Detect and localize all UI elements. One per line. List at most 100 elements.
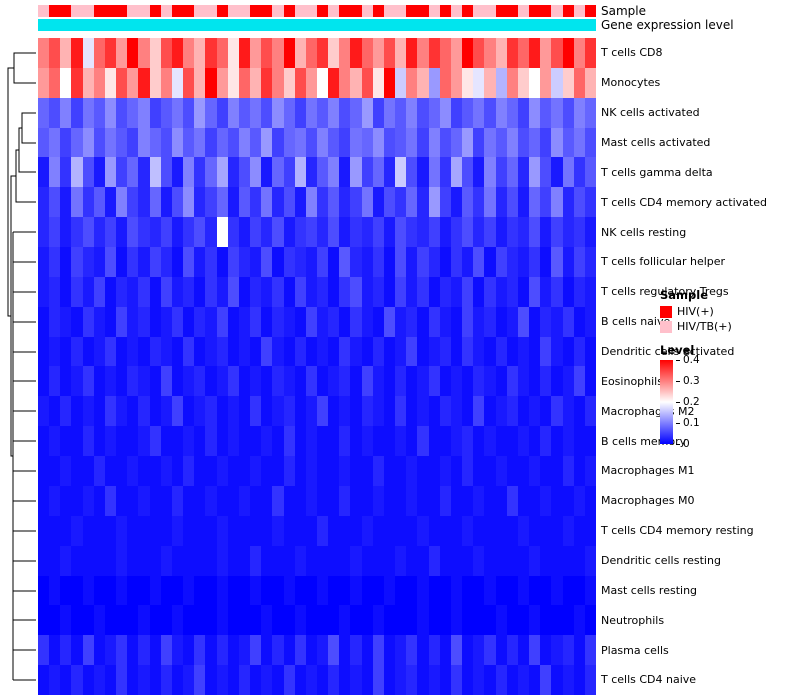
- heatmap-cell: [160, 426, 172, 457]
- heatmap-cell: [160, 605, 172, 636]
- heatmap-cell: [328, 127, 340, 158]
- heatmap-cell: [38, 187, 50, 218]
- heatmap-cell: [261, 306, 273, 337]
- heatmap-cell: [261, 545, 273, 576]
- heatmap-cell: [138, 276, 150, 307]
- heatmap-cell: [428, 575, 440, 606]
- heatmap-cell: [517, 67, 530, 98]
- heatmap-cell: [116, 665, 128, 695]
- heatmap-cell: [250, 456, 262, 486]
- heatmap-cell: [395, 396, 407, 427]
- heatmap-cell: [339, 336, 351, 367]
- heatmap-cell: [261, 217, 273, 248]
- heatmap-cell: [250, 97, 262, 128]
- heatmap-cell: [517, 38, 530, 68]
- heatmap-cell: [183, 336, 195, 367]
- heatmap-cell: [462, 217, 474, 248]
- heatmap-cell: [406, 456, 418, 486]
- heatmap-cell: [60, 187, 72, 218]
- heatmap-cell: [205, 247, 217, 277]
- heatmap-cell: [227, 515, 239, 546]
- heatmap-cell: [529, 157, 541, 188]
- heatmap-cell: [149, 396, 161, 427]
- heatmap-cell: [149, 575, 161, 606]
- heatmap-cell: [272, 38, 284, 68]
- heatmap-cell: [127, 635, 139, 666]
- heatmap-cell: [417, 187, 429, 218]
- heatmap-cell: [171, 665, 184, 695]
- heatmap-cell: [562, 396, 574, 427]
- heatmap-cell: [517, 276, 530, 307]
- heatmap-cell: [283, 67, 295, 98]
- heatmap-cell: [93, 157, 105, 188]
- heatmap-cell: [238, 575, 251, 606]
- heatmap-cell: [406, 635, 418, 666]
- heatmap-cell: [462, 545, 474, 576]
- heatmap-cell: [104, 426, 117, 457]
- heatmap-cell: [450, 575, 463, 606]
- heatmap-cell: [116, 426, 128, 457]
- row-labels: T cells CD8 Monocytes NK cells activated Ma…: [601, 38, 791, 695]
- heatmap-cell: [127, 366, 139, 397]
- heatmap-cell: [116, 217, 128, 248]
- heatmap-cell: [194, 485, 206, 516]
- heatmap-cell: [540, 485, 552, 516]
- heatmap-cell: [495, 127, 507, 158]
- sample-annotation-cell: [350, 5, 362, 17]
- sample-annotation-bar: [38, 5, 596, 17]
- heatmap-cell: [428, 306, 440, 337]
- heatmap-cell: [171, 575, 184, 606]
- sample-annotation-cell: [361, 5, 373, 17]
- heatmap-cell: [361, 97, 373, 128]
- heatmap-cell: [406, 97, 418, 128]
- heatmap-cell: [573, 485, 585, 516]
- heatmap-cell: [361, 366, 373, 397]
- heatmap-cell: [551, 247, 563, 277]
- heatmap-cell: [529, 247, 541, 277]
- heatmap-cell: [49, 336, 61, 367]
- heatmap-cell: [227, 456, 239, 486]
- heatmap-cell: [462, 187, 474, 218]
- heatmap-cell: [116, 456, 128, 486]
- heatmap-cell: [82, 605, 94, 636]
- heatmap-cell: [339, 545, 351, 576]
- heatmap-cell: [495, 635, 507, 666]
- heatmap-cell: [350, 217, 362, 248]
- heatmap-cell: [116, 336, 128, 367]
- heatmap-cell: [261, 635, 273, 666]
- heatmap-cell: [194, 635, 206, 666]
- heatmap-cell: [439, 456, 451, 486]
- heatmap-cell: [517, 605, 530, 636]
- row-label: Macrophages M0: [601, 494, 695, 508]
- heatmap-cell: [238, 127, 251, 158]
- heatmap-cell: [383, 67, 396, 98]
- heatmap-cell: [171, 276, 184, 307]
- heatmap-cell: [395, 665, 407, 695]
- level-tick-label: 0.1: [676, 417, 700, 429]
- heatmap-cell: [216, 67, 228, 98]
- heatmap-cell: [573, 575, 585, 606]
- heatmap-cell: [562, 97, 574, 128]
- legend-item-label: HIV(+): [677, 305, 714, 318]
- heatmap-cell: [116, 276, 128, 307]
- heatmap-cell: [551, 187, 563, 218]
- heatmap-cell: [171, 217, 184, 248]
- heatmap-cell: [328, 366, 340, 397]
- heatmap-cell: [406, 396, 418, 427]
- heatmap-cell: [473, 575, 485, 606]
- row-label: Plasma cells: [601, 643, 669, 657]
- heatmap-cell: [439, 485, 451, 516]
- heatmap-cell: [82, 665, 94, 695]
- heatmap-cell: [238, 217, 251, 248]
- heatmap-cell: [127, 485, 139, 516]
- heatmap-cell: [171, 485, 184, 516]
- heatmap-cell: [450, 605, 463, 636]
- heatmap-cell: [506, 396, 518, 427]
- heatmap-cell: [93, 67, 105, 98]
- heatmap-cell: [495, 67, 507, 98]
- heatmap-cell: [328, 97, 340, 128]
- heatmap-cell: [294, 217, 306, 248]
- heatmap-cell: [372, 515, 384, 546]
- heatmap-cell: [183, 485, 195, 516]
- heatmap-cell: [149, 605, 161, 636]
